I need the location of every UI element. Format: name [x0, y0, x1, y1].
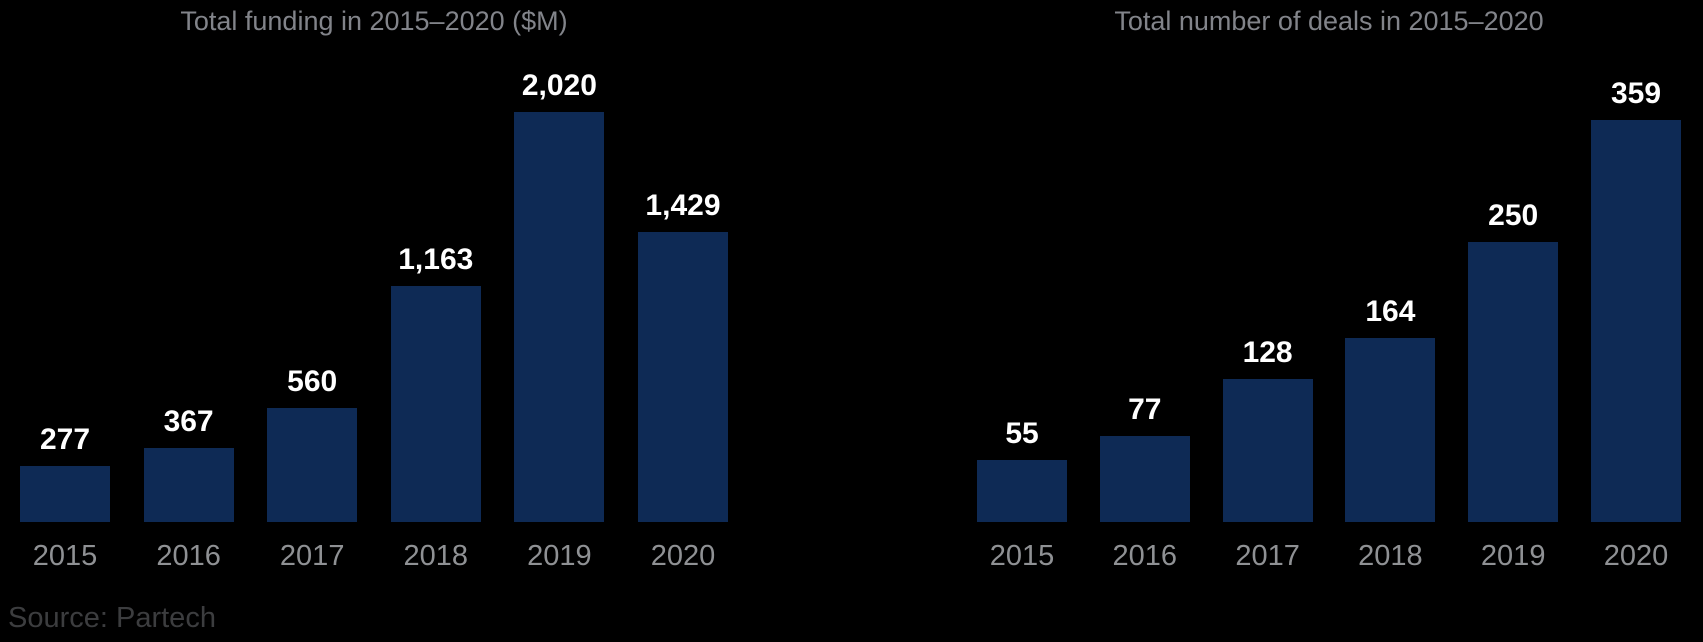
bar-group-2019: 250 2019	[1468, 0, 1559, 572]
x-axis-tick-label: 2016	[1112, 540, 1178, 572]
deals-chart-plot: 55 2015 77 2016 128 2017 164 2018 250 2019 359 2020	[977, 0, 1681, 572]
funding-chart-title: Total funding in 2015–2020 ($M)	[180, 6, 568, 36]
bar	[637, 232, 728, 522]
bar	[390, 286, 481, 522]
funding-chart: Total funding in 2015–2020 ($M) 277 2015 3…	[20, 0, 728, 642]
deals-chart-title: Total number of deals in 2015–2020	[1114, 6, 1544, 36]
bar-group-2016: 367 2016	[143, 0, 234, 572]
bar	[977, 460, 1067, 522]
x-axis-tick-label: 2017	[1235, 540, 1300, 572]
source-note: Source: Partech	[8, 602, 216, 634]
bar	[514, 112, 605, 522]
bar-group-2015: 55 2015	[977, 0, 1067, 572]
bar	[1099, 436, 1190, 522]
bar-value-label: 2,020	[521, 69, 597, 102]
bar-value-label: 367	[163, 405, 214, 438]
x-axis-tick-label: 2020	[1603, 540, 1669, 572]
x-axis-tick-label: 2015	[32, 540, 98, 572]
bar-value-label: 1,163	[398, 243, 474, 276]
bar	[1468, 242, 1559, 522]
bar-group-2018: 164 2018	[1345, 0, 1436, 572]
bar-group-2018: 1,163 2018	[390, 0, 481, 572]
bar-group-2017: 128 2017	[1222, 0, 1313, 572]
bar	[143, 448, 234, 522]
bar-group-2015: 277 2015	[20, 0, 110, 572]
bar-value-label: 77	[1128, 393, 1162, 426]
x-axis-tick-label: 2015	[989, 540, 1055, 572]
x-axis-tick-label: 2019	[527, 540, 592, 572]
bar-value-label: 359	[1610, 77, 1662, 110]
x-axis-tick-label: 2019	[1480, 540, 1546, 572]
bar-group-2019: 2,020 2019	[514, 0, 605, 572]
bar-value-label: 560	[287, 365, 338, 398]
bar-value-label: 277	[39, 423, 91, 456]
x-axis-tick-label: 2017	[279, 540, 345, 572]
bar-group-2020: 1,429 2020	[637, 0, 728, 572]
bar-group-2020: 359 2020	[1590, 0, 1681, 572]
bar-value-label: 55	[1005, 417, 1039, 450]
bar	[1345, 338, 1436, 522]
x-axis-tick-label: 2018	[403, 540, 469, 572]
bar	[20, 466, 110, 522]
bar-group-2017: 560 2017	[267, 0, 358, 572]
bar-value-label: 128	[1242, 336, 1293, 369]
bar-value-label: 250	[1488, 199, 1539, 232]
bar-group-2016: 77 2016	[1099, 0, 1190, 572]
x-axis-tick-label: 2016	[156, 540, 221, 572]
deals-chart: Total number of deals in 2015–2020 55 201…	[977, 0, 1681, 642]
x-axis-tick-label: 2018	[1358, 540, 1423, 572]
bar	[1222, 379, 1313, 522]
bar-value-label: 1,429	[645, 189, 721, 222]
bar	[267, 408, 358, 522]
x-axis-tick-label: 2020	[650, 540, 716, 572]
bar-value-label: 164	[1365, 295, 1416, 328]
bar	[1590, 120, 1681, 522]
funding-chart-plot: 277 2015 367 2016 560 2017 1,163 2018 2,020 2019 1…	[20, 0, 728, 572]
